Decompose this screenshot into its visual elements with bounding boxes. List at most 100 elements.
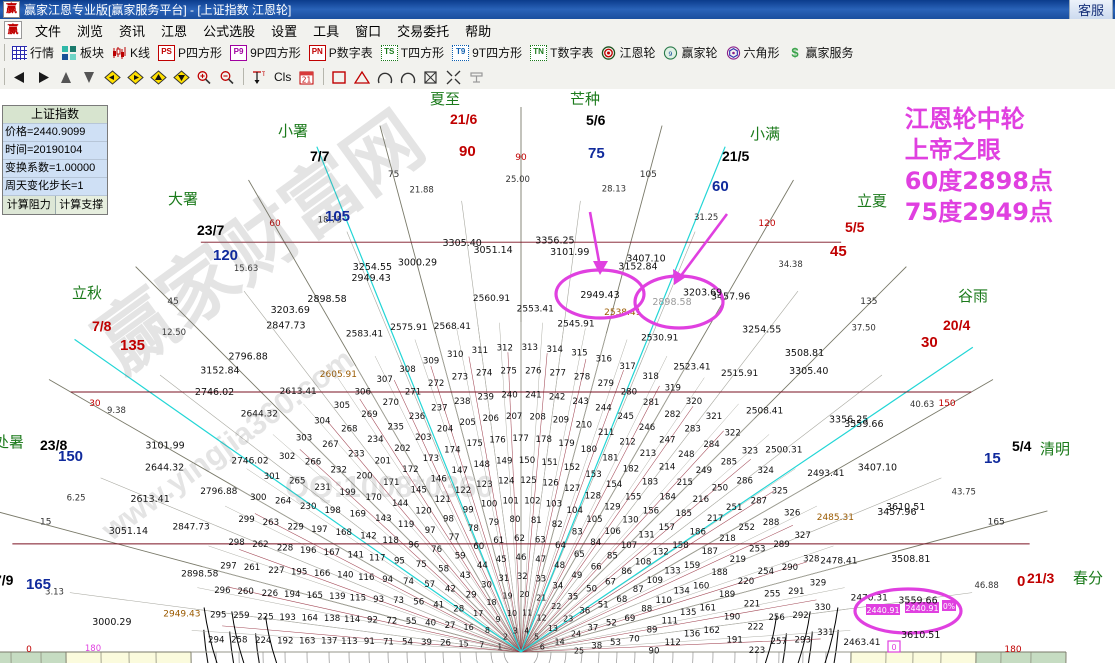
annotation-line-4: 75度2949点	[904, 198, 1053, 226]
menu-item-trade[interactable]: 交易委托	[397, 23, 450, 39]
info-panel-buttons: 计算阻力 计算支撑	[3, 196, 107, 214]
triangle-tool-button[interactable]	[351, 69, 374, 85]
menu-item-browse[interactable]: 浏览	[77, 23, 104, 39]
sequence-number: 128	[585, 492, 601, 502]
sequence-number: 280	[621, 387, 637, 397]
sequence-number: 78	[468, 524, 479, 534]
menu-item-news[interactable]: 资讯	[119, 23, 146, 39]
toolbar-hexagon-label: 六角形	[743, 46, 780, 60]
sequence-number: 62	[514, 534, 525, 544]
sequence-number: 172	[402, 465, 418, 475]
dollar-service-icon: $	[791, 44, 799, 60]
gann-angle-line	[520, 406, 694, 653]
sequence-number: 301	[264, 472, 280, 482]
price-label-outer: 3559.66	[844, 419, 883, 430]
calc-resistance-button[interactable]: 计算阻力	[3, 196, 56, 214]
window-title: 赢家江恩专业版[赢家服务平台] - [上证指数 江恩轮]	[24, 3, 292, 17]
vertical-scale-button[interactable]: T	[248, 69, 271, 85]
sequence-number: 326	[784, 508, 800, 518]
toolbar-p-square-button[interactable]: PS P四方形	[155, 43, 227, 62]
move-left-button[interactable]	[101, 69, 124, 85]
sequence-number: 77	[449, 533, 460, 543]
delete-tool-button[interactable]	[466, 69, 489, 85]
sequence-number: 113	[341, 637, 357, 647]
cream-price-4: 3203.69	[683, 288, 722, 299]
ratio-label-13: 43.75	[952, 487, 976, 497]
sequence-number: 29	[466, 591, 477, 601]
degree-tick-135: 135	[860, 297, 877, 307]
toolbar-quotes-label: 行情	[30, 46, 55, 60]
solar-term-date-10: 5/4	[1012, 438, 1032, 454]
sequence-number: 319	[665, 383, 681, 393]
wheel-inner-spoke	[520, 377, 705, 653]
sequence-number: 313	[522, 343, 538, 353]
delete-tool-icon	[469, 70, 484, 84]
move-down-button[interactable]	[170, 69, 193, 85]
degree-tick-0: 0	[26, 645, 32, 655]
toolbar-gann-wheel-button[interactable]: 江恩轮	[598, 43, 660, 62]
sequence-number: 217	[707, 514, 723, 524]
solar-term-degree-8: 45	[830, 243, 847, 260]
toolbar-quotes-button[interactable]: 行情	[9, 43, 59, 62]
expand-vertical-button[interactable]	[55, 69, 78, 85]
arc-left-tool-button[interactable]	[374, 69, 397, 85]
arc-right-tool-button[interactable]	[397, 69, 420, 85]
cream-price-19: 2613.41	[130, 494, 169, 505]
shrink-tool-button[interactable]	[443, 69, 466, 85]
menu-item-window[interactable]: 窗口	[355, 23, 382, 39]
solar-term-date-6: 5/6	[586, 112, 606, 128]
toolbar-winner-service-button[interactable]: $ 赢家服务	[785, 43, 859, 62]
menu-item-file[interactable]: 文件	[35, 23, 62, 39]
gann-angle-line	[254, 513, 522, 653]
rectangle-tool-button[interactable]	[328, 69, 351, 85]
calc-support-button[interactable]: 计算支撑	[55, 196, 107, 214]
sequence-number: 271	[405, 387, 421, 397]
toolbar-winner-wheel-button[interactable]: 9 赢家轮	[660, 43, 722, 62]
sequence-number: 214	[659, 463, 675, 473]
zoom-out-button[interactable]	[216, 69, 239, 85]
cream-price-2: 3101.99	[550, 247, 589, 258]
toolbar-t-square-button[interactable]: TS T四方形	[378, 43, 449, 62]
rectangle-tool-icon	[331, 70, 347, 84]
wheel-inner-spoke	[520, 390, 723, 653]
customer-service-tab[interactable]: 客服	[1068, 0, 1113, 21]
gann-wheel-svg[interactable]: 3000.29 3051.14 3101.99 3152.84 3203.69 3254.…	[0, 89, 1115, 663]
sequence-number: 194	[284, 590, 300, 600]
calendar-button[interactable]: 21	[296, 69, 319, 85]
sequence-number: 278	[574, 373, 590, 383]
triangle-up-icon	[58, 70, 73, 84]
toolbar-kline-button[interactable]: K线	[109, 43, 155, 62]
shrink-vertical-button[interactable]	[78, 69, 101, 85]
cross-box-tool-button[interactable]	[420, 69, 443, 85]
cls-button[interactable]: Cls	[271, 69, 296, 85]
scroll-right-button[interactable]	[32, 69, 55, 85]
toolbar-t-number-table-button[interactable]: TN T数字表	[527, 43, 598, 62]
scroll-left-button[interactable]	[9, 69, 32, 85]
gann-wheel-chart[interactable]: 3000.29 3051.14 3101.99 3152.84 3203.69 3254.…	[0, 89, 1115, 663]
sequence-number: 165	[307, 591, 323, 601]
play-left-icon	[12, 70, 27, 84]
move-up-button[interactable]	[147, 69, 170, 85]
toolbar-9p-square-button[interactable]: P9 9P四方形	[227, 43, 306, 62]
wheel-inner-spoke	[520, 403, 739, 653]
menu-item-settings[interactable]: 设置	[271, 23, 298, 39]
move-right-button[interactable]	[124, 69, 147, 85]
menu-item-tools[interactable]: 工具	[313, 23, 340, 39]
info-panel[interactable]: 上证指数 价格=2440.9099 时间=20190104 变换系数=1.000…	[2, 105, 108, 215]
menu-item-help[interactable]: 帮助	[465, 23, 492, 39]
sequence-number: 189	[719, 590, 735, 600]
zoom-in-button[interactable]	[193, 69, 216, 85]
degree-tick-15: 15	[40, 518, 51, 528]
menu-item-formula[interactable]: 公式选股	[203, 23, 256, 39]
toolbar-9t-square-button[interactable]: T9 9T四方形	[449, 43, 527, 62]
gann-angle-line	[520, 369, 624, 653]
sequence-number: 17	[473, 609, 483, 618]
toolbar-hexagon-button[interactable]: 六角形	[723, 43, 785, 62]
sequence-number: 12	[537, 614, 547, 623]
sequence-number: 127	[564, 484, 580, 494]
price-label-mid: 2463.41	[843, 638, 880, 648]
sequence-number: 30	[481, 580, 492, 590]
toolbar-sectors-button[interactable]: 板块	[59, 43, 109, 62]
menu-item-gann[interactable]: 江恩	[161, 23, 188, 39]
toolbar-p-number-table-button[interactable]: PN P数字表	[306, 43, 378, 62]
